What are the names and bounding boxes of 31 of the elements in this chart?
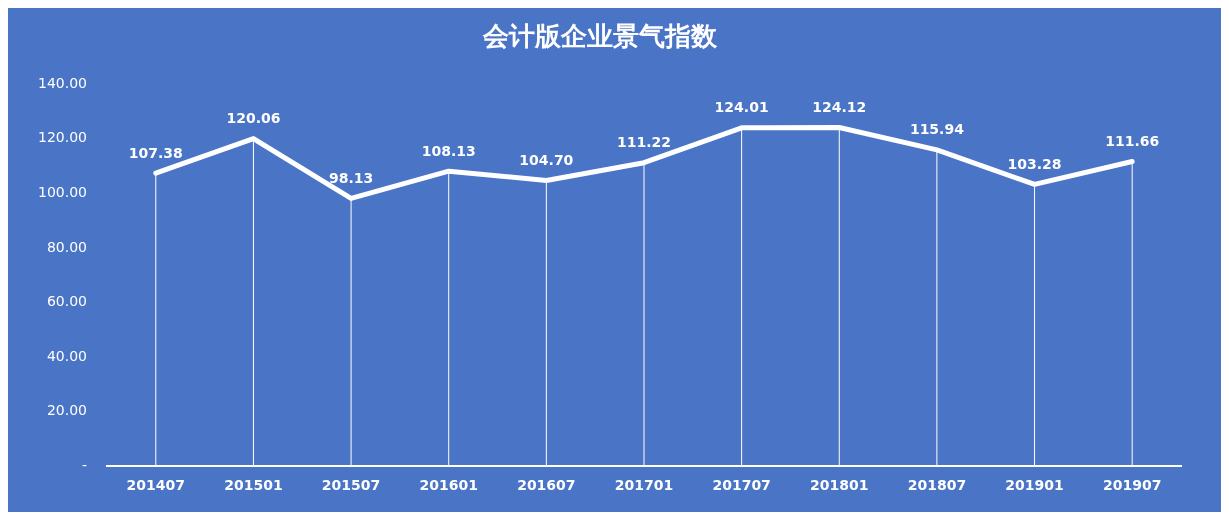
y-tick-label: 40.00 — [46, 347, 87, 364]
chart-title: 会计版企业景气指数 — [481, 21, 718, 52]
data-label: 111.22 — [616, 134, 672, 151]
y-tick-label: 20.00 — [46, 402, 87, 419]
x-tick-label: 201907 — [1102, 477, 1162, 494]
x-tick-label: 201901 — [1005, 477, 1064, 494]
x-tick-label: 201701 — [614, 477, 674, 494]
data-label: 111.66 — [1105, 133, 1160, 150]
x-tick-label: 201507 — [321, 477, 381, 494]
y-tick-label: 100.00 — [37, 183, 87, 200]
y-tick-label: 60.00 — [46, 293, 87, 310]
y-tick-label: 120.00 — [37, 129, 87, 146]
data-label: 120.06 — [226, 110, 281, 127]
x-tick-label: 201801 — [810, 477, 869, 494]
y-tick-label: 140.00 — [37, 74, 87, 91]
data-label: 124.12 — [812, 99, 867, 116]
data-label: 108.13 — [421, 142, 476, 159]
x-tick-label: 201807 — [907, 477, 967, 494]
data-label: 107.38 — [128, 144, 183, 161]
y-tick-label: 80.00 — [46, 238, 87, 255]
data-label: 115.94 — [909, 121, 965, 138]
data-label: 98.13 — [328, 170, 374, 187]
x-tick-label: 201501 — [224, 477, 283, 494]
data-label: 124.01 — [714, 99, 769, 116]
y-tick-label: - — [81, 456, 87, 473]
x-tick-label: 201601 — [419, 477, 478, 494]
x-tick-label: 201607 — [517, 477, 576, 494]
data-label: 104.70 — [519, 152, 574, 169]
data-label: 103.28 — [1007, 156, 1062, 173]
x-tick-label: 201407 — [126, 477, 186, 494]
x-tick-label: 201707 — [712, 477, 771, 494]
